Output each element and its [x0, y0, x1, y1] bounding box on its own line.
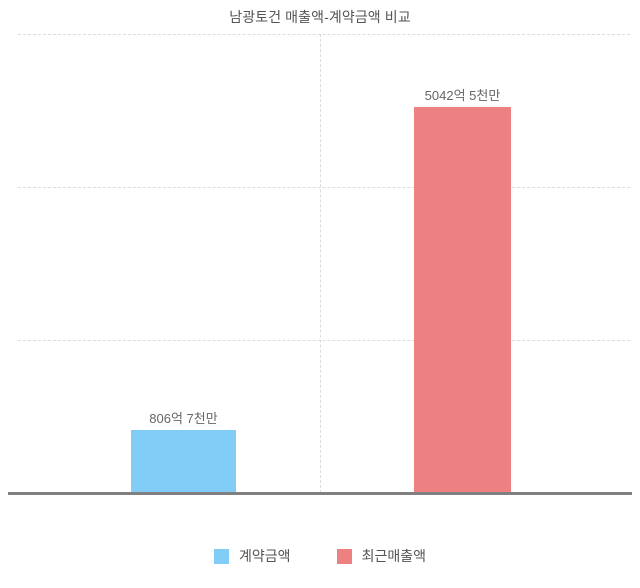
bar-contract-amount[interactable] [131, 430, 236, 492]
bar-label-recent-revenue: 5042억 5천만 [424, 88, 501, 103]
legend-swatch-icon-recent-revenue [336, 548, 352, 564]
legend-item-recent-revenue[interactable]: 최근매출액 [336, 547, 426, 565]
gridline-lower [18, 340, 630, 341]
x-axis-line [8, 492, 632, 495]
legend-swatch-icon-contract-amount [214, 548, 230, 564]
gridline-top [18, 34, 630, 35]
legend-item-contract-amount[interactable]: 계약금액 [214, 547, 291, 565]
plot-area: 806억 7천만 5042억 5천만 [0, 34, 640, 495]
bar-label-contract-amount: 806억 7천만 [149, 411, 218, 426]
chart-title: 남광토건 매출액-계약금액 비교 [229, 9, 411, 25]
bar-recent-revenue[interactable] [414, 107, 511, 492]
legend-label-contract-amount: 계약금액 [239, 548, 291, 564]
chart-legend: 계약금액 최근매출액 [0, 547, 640, 565]
category-divider-line [320, 34, 321, 493]
legend-label-recent-revenue: 최근매출액 [361, 548, 426, 564]
gridline-middle [18, 187, 630, 188]
